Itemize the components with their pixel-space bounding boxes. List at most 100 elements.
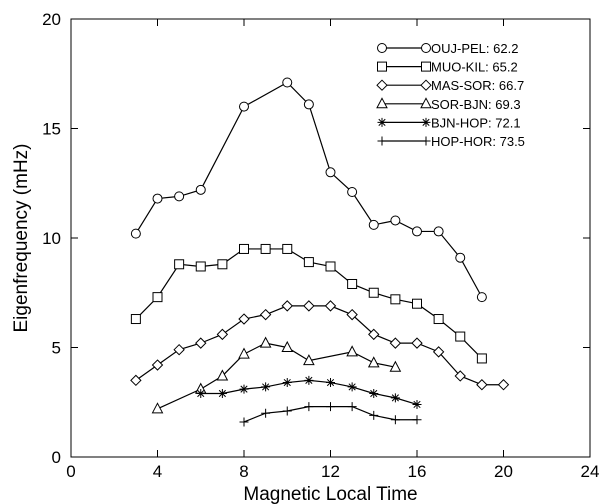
y-tick-label: 15 — [42, 120, 61, 139]
series-square — [130, 243, 487, 364]
legend-marker-star — [421, 117, 431, 127]
legend-marker-square — [377, 61, 387, 72]
data-point-plus — [239, 417, 249, 427]
legend-entry: MAS-SOR: 66.7 — [376, 78, 524, 93]
legend-marker-star — [377, 117, 387, 127]
legend: OUJ-PEL: 62.2 MUO-KIL: 65.2 MAS-SOR: 66.7 S… — [376, 41, 525, 149]
data-point-diamond — [130, 374, 142, 387]
data-point-star — [282, 378, 292, 388]
legend-marker-circle — [377, 43, 387, 53]
data-point-square — [195, 261, 206, 272]
x-axis-title: Magnetic Local Time — [243, 484, 417, 504]
data-point-triangle — [367, 356, 380, 368]
legend-label: HOP-HOR: 73.5 — [431, 134, 525, 149]
data-point-triangle — [259, 336, 272, 348]
data-point-diamond — [411, 337, 423, 349]
data-point-circle — [282, 77, 293, 88]
legend-marker-diamond — [420, 79, 432, 91]
data-point-triangle — [346, 345, 358, 357]
y-tick-label: 10 — [42, 229, 61, 248]
data-point-square — [282, 243, 293, 254]
data-point-circle — [130, 228, 141, 239]
data-point-plus — [261, 408, 271, 418]
data-point-diamond — [324, 300, 337, 312]
data-point-circle — [174, 191, 185, 202]
data-point-square — [303, 257, 314, 268]
data-point-diamond — [151, 359, 164, 371]
legend-marker-plus — [377, 136, 387, 146]
data-point-star — [347, 382, 357, 392]
legend-marker-diamond — [376, 79, 388, 91]
legend-label: SOR-BJN: 69.3 — [431, 97, 521, 112]
data-point-diamond — [238, 313, 250, 325]
data-point-star — [412, 399, 422, 409]
data-point-diamond — [497, 379, 510, 391]
data-point-circle — [195, 184, 206, 195]
data-point-square — [368, 287, 379, 298]
data-point-circle — [433, 226, 444, 237]
data-point-star — [239, 384, 249, 394]
data-point-diamond — [346, 308, 358, 321]
data-point-circle — [455, 252, 466, 263]
legend-marker-circle — [421, 43, 431, 53]
y-tick-label: 0 — [52, 448, 61, 467]
y-axis-title: Eigenfrequency (mHz) — [11, 143, 32, 332]
series-star — [196, 375, 422, 409]
data-point-diamond — [259, 308, 272, 321]
data-point-plus — [347, 402, 357, 412]
data-point-square — [412, 298, 422, 309]
data-point-square — [476, 353, 487, 364]
legend-label: MUO-KIL: 65.2 — [431, 60, 518, 75]
data-point-square — [455, 331, 466, 342]
data-point-star — [196, 388, 206, 398]
data-point-triangle — [151, 402, 164, 414]
x-tick-label: 0 — [66, 462, 75, 481]
data-point-square — [152, 292, 163, 303]
data-point-triangle — [303, 354, 315, 366]
legend-marker-triangle — [376, 97, 388, 109]
data-point-square — [130, 314, 141, 325]
x-tick-label: 16 — [408, 462, 427, 481]
series-plus — [239, 402, 422, 427]
legend-entry: OUJ-PEL: 62.2 — [377, 41, 518, 56]
data-point-triangle — [238, 347, 250, 359]
legend-label: MAS-SOR: 66.7 — [431, 78, 524, 93]
x-tick-label: 12 — [321, 462, 340, 481]
data-point-diamond — [389, 337, 402, 349]
data-point-star — [390, 393, 400, 403]
data-point-diamond — [173, 343, 185, 356]
data-point-plus — [304, 402, 314, 412]
data-point-diamond — [303, 300, 315, 312]
data-point-circle — [368, 219, 379, 230]
data-point-square — [260, 243, 271, 254]
data-point-square — [390, 294, 401, 305]
data-point-plus — [412, 415, 422, 425]
data-point-square — [347, 278, 358, 289]
data-series — [130, 77, 510, 427]
series-line — [157, 342, 396, 410]
x-tick-label: 8 — [239, 462, 248, 481]
data-point-diamond — [476, 379, 488, 391]
data-point-diamond — [281, 300, 293, 312]
data-point-diamond — [432, 346, 445, 358]
series-line — [135, 305, 504, 386]
data-point-diamond — [454, 370, 466, 382]
axis-ticks: 0 4 8 12 16 20 24 0 5 10 15 20 — [42, 10, 599, 481]
legend-entry: SOR-BJN: 69.3 — [376, 97, 521, 112]
x-tick-label: 4 — [153, 462, 162, 481]
data-point-circle — [347, 187, 358, 198]
data-point-plus — [326, 402, 335, 412]
series-diamond — [130, 300, 510, 391]
legend-entry: HOP-HOR: 73.5 — [377, 134, 525, 149]
y-tick-label: 5 — [52, 339, 61, 358]
data-point-circle — [390, 215, 401, 226]
data-point-square — [239, 243, 249, 254]
legend-marker-triangle — [420, 97, 432, 109]
data-point-star — [217, 388, 227, 398]
data-point-square — [174, 259, 185, 270]
data-point-diamond — [216, 328, 229, 341]
data-point-circle — [239, 101, 249, 112]
legend-label: OUJ-PEL: 62.2 — [431, 41, 518, 56]
